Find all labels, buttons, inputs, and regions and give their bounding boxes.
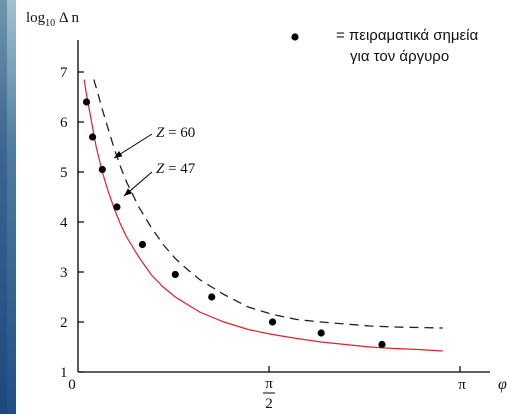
series-group (82, 79, 443, 352)
legend: = πειραματικά σημεία για τον άργυρο (291, 27, 478, 65)
y-tick-label: 4 (60, 215, 68, 231)
data-point (82, 98, 91, 106)
legend-line-1: = πειραματικά σημεία (336, 27, 478, 44)
annotation-z47-arrow-head (124, 188, 133, 196)
data-point (268, 318, 277, 326)
y-tick-label: 3 (60, 265, 68, 281)
slide-side-stripe (0, 0, 16, 414)
data-point (378, 340, 386, 349)
x-axis-label: φ (498, 376, 507, 393)
annotation-z47-label: Z = 47 (156, 161, 196, 177)
legend-line-2: για τον άργυρο (350, 48, 449, 65)
series-line-z47 (83, 79, 443, 352)
data-point (98, 165, 106, 174)
annotation-z60-label-z: Z (156, 125, 165, 141)
y-axis-label: log10 Δ n (26, 10, 79, 29)
y-tick-label: 2 (60, 315, 68, 331)
annotation-z60-label-value: = 60 (164, 125, 195, 141)
series-line-z60 (93, 79, 443, 329)
x-tick-label-denominator: 2 (265, 396, 273, 412)
y-tick-label: 7 (60, 65, 68, 81)
y-axis-label-rest: Δ n (55, 10, 79, 26)
data-point (171, 270, 179, 279)
slide-side-stripe-shadow (0, 0, 7, 414)
y-tick-label: 5 (60, 165, 68, 181)
y-tick-label: 1 (60, 365, 68, 381)
y-tick-label: 6 (60, 115, 68, 131)
y-axis-label-base: log (26, 10, 46, 26)
annotation-z60-arrow-head (114, 151, 123, 158)
annotations: Z = 60Z = 47 (113, 125, 196, 197)
data-point (208, 293, 216, 301)
data-point (138, 240, 147, 249)
x-tick-label: 0 (68, 377, 76, 393)
data-point (317, 329, 325, 337)
data-point (113, 203, 121, 211)
x-tick-label: π (458, 377, 466, 393)
x-tick-label-numerator: π (265, 376, 273, 392)
data-point (88, 133, 97, 141)
y-axis-label-sub: 10 (45, 18, 55, 29)
annotation-z60-label: Z = 60 (156, 125, 195, 141)
legend-marker (291, 33, 299, 41)
annotation-z47-label-z: Z (156, 161, 165, 177)
annotation-z47-label-value: = 47 (164, 161, 195, 177)
x-tick-label: π2 (263, 376, 276, 412)
